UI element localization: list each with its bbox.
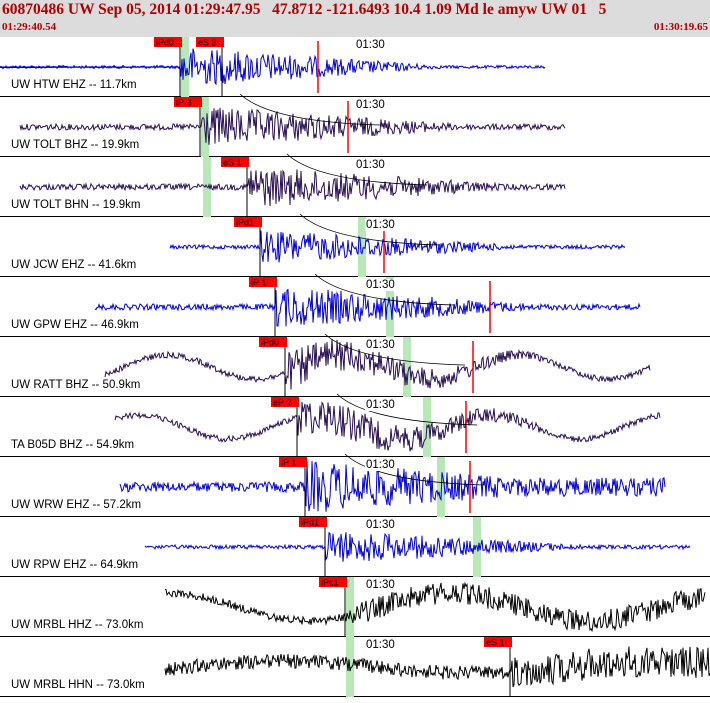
coda-curve	[324, 333, 466, 366]
pick-marker	[319, 577, 347, 587]
pick-marker	[174, 97, 202, 107]
time-tick-label: 01:30	[365, 639, 396, 651]
waveform-trace	[19, 107, 566, 145]
time-tick-label: 01:30	[355, 99, 386, 111]
pick-label: eP 2	[273, 398, 291, 408]
waveform-trace	[114, 401, 661, 452]
pick-marker	[154, 37, 182, 47]
waveform-trace	[164, 646, 710, 688]
pick-label: iP 3	[176, 98, 191, 108]
waveform-trace	[119, 461, 666, 512]
station-label: UW RATT BHZ -- 50.9km	[11, 379, 141, 391]
station-label: UW TOLT BHZ -- 19.9km	[11, 139, 140, 151]
seismogram-svg: iPd0 eS 2 iP 3 eS 1 iPd1 iP 1 iPd0 eP 2 iP 1 iPd1…	[0, 37, 710, 697]
pick-label: iPd0	[261, 338, 279, 348]
station-label: UW WRW EHZ -- 57.2km	[11, 499, 142, 511]
pick-label: iPd0	[156, 38, 174, 48]
time-tick-label: 01:30	[365, 459, 396, 471]
station-label: TA B05D BHZ -- 54.9km	[11, 439, 135, 451]
waveform-trace	[164, 581, 706, 633]
pick-window-band	[386, 277, 394, 337]
pick-label: eS 1	[223, 158, 242, 168]
pick-label: iP 1	[251, 278, 266, 288]
coda-curve	[344, 453, 486, 486]
station-label: UW TOLT BHN -- 19.9km	[11, 199, 141, 211]
coda-curve	[314, 273, 456, 306]
pick-label: iPd1	[301, 518, 319, 528]
waveform-trace	[144, 531, 691, 562]
coda-curve	[336, 393, 478, 426]
pick-window-band	[358, 217, 366, 277]
time-tick-label: 01:30	[365, 339, 396, 351]
time-tick-label: 01:30	[365, 519, 396, 531]
pick-marker	[271, 397, 299, 407]
header-bar: 60870486 UW Sep 05, 2014 01:29:47.95 47.…	[0, 0, 710, 37]
event-title: 60870486 UW Sep 05, 2014 01:29:47.95 47.…	[2, 1, 607, 18]
pick-label: iPc1	[321, 578, 339, 588]
station-label: UW HTW EHZ -- 11.7km	[11, 79, 137, 91]
pick-window-band	[346, 577, 354, 637]
coda-curve	[239, 93, 381, 126]
station-label: UW GPW EHZ -- 46.9km	[11, 319, 139, 331]
time-tick-label: 01:30	[355, 39, 386, 51]
pick-marker	[234, 217, 262, 227]
pick-marker	[259, 337, 287, 347]
pick-marker	[299, 517, 327, 527]
waveform-trace	[169, 230, 626, 263]
trace-panel[interactable]: iPd0 eS 2 iP 3 eS 1 iPd1 iP 1 iPd0 eP 2 iP 1 iPd1…	[0, 37, 710, 698]
coda-curve	[299, 213, 441, 246]
pick-label: eS 2	[198, 38, 217, 48]
waveform-trace	[19, 169, 566, 207]
coda-curve	[286, 153, 428, 186]
start-time: 01:29:40.54	[2, 21, 57, 33]
pick-marker	[196, 37, 224, 47]
pick-marker	[249, 277, 277, 287]
end-time: 01:30:19.65	[653, 21, 708, 33]
pick-marker	[221, 157, 249, 167]
waveform-trace	[104, 339, 651, 390]
pick-marker	[279, 457, 307, 467]
pick-window-band	[403, 337, 411, 397]
station-label: UW RPW EHZ -- 64.9km	[11, 559, 139, 571]
station-label: UW MRBL HHN -- 73.0km	[11, 679, 145, 691]
station-label: UW JCW EHZ -- 41.6km	[11, 259, 137, 271]
time-tick-label: 01:30	[365, 219, 396, 231]
pick-label: iP 1	[281, 458, 296, 468]
pick-label: eS 1	[486, 638, 505, 648]
time-tick-label: 01:30	[365, 579, 396, 591]
time-tick-label: 01:30	[365, 399, 396, 411]
pick-label: iPd1	[236, 218, 254, 228]
waveform-trace	[94, 288, 641, 327]
station-label: UW MRBL HHZ -- 73.0km	[11, 619, 144, 631]
time-tick-label: 01:30	[365, 279, 396, 291]
waveform-trace	[0, 48, 546, 86]
time-tick-label: 01:30	[355, 159, 386, 171]
pick-marker	[484, 637, 512, 647]
